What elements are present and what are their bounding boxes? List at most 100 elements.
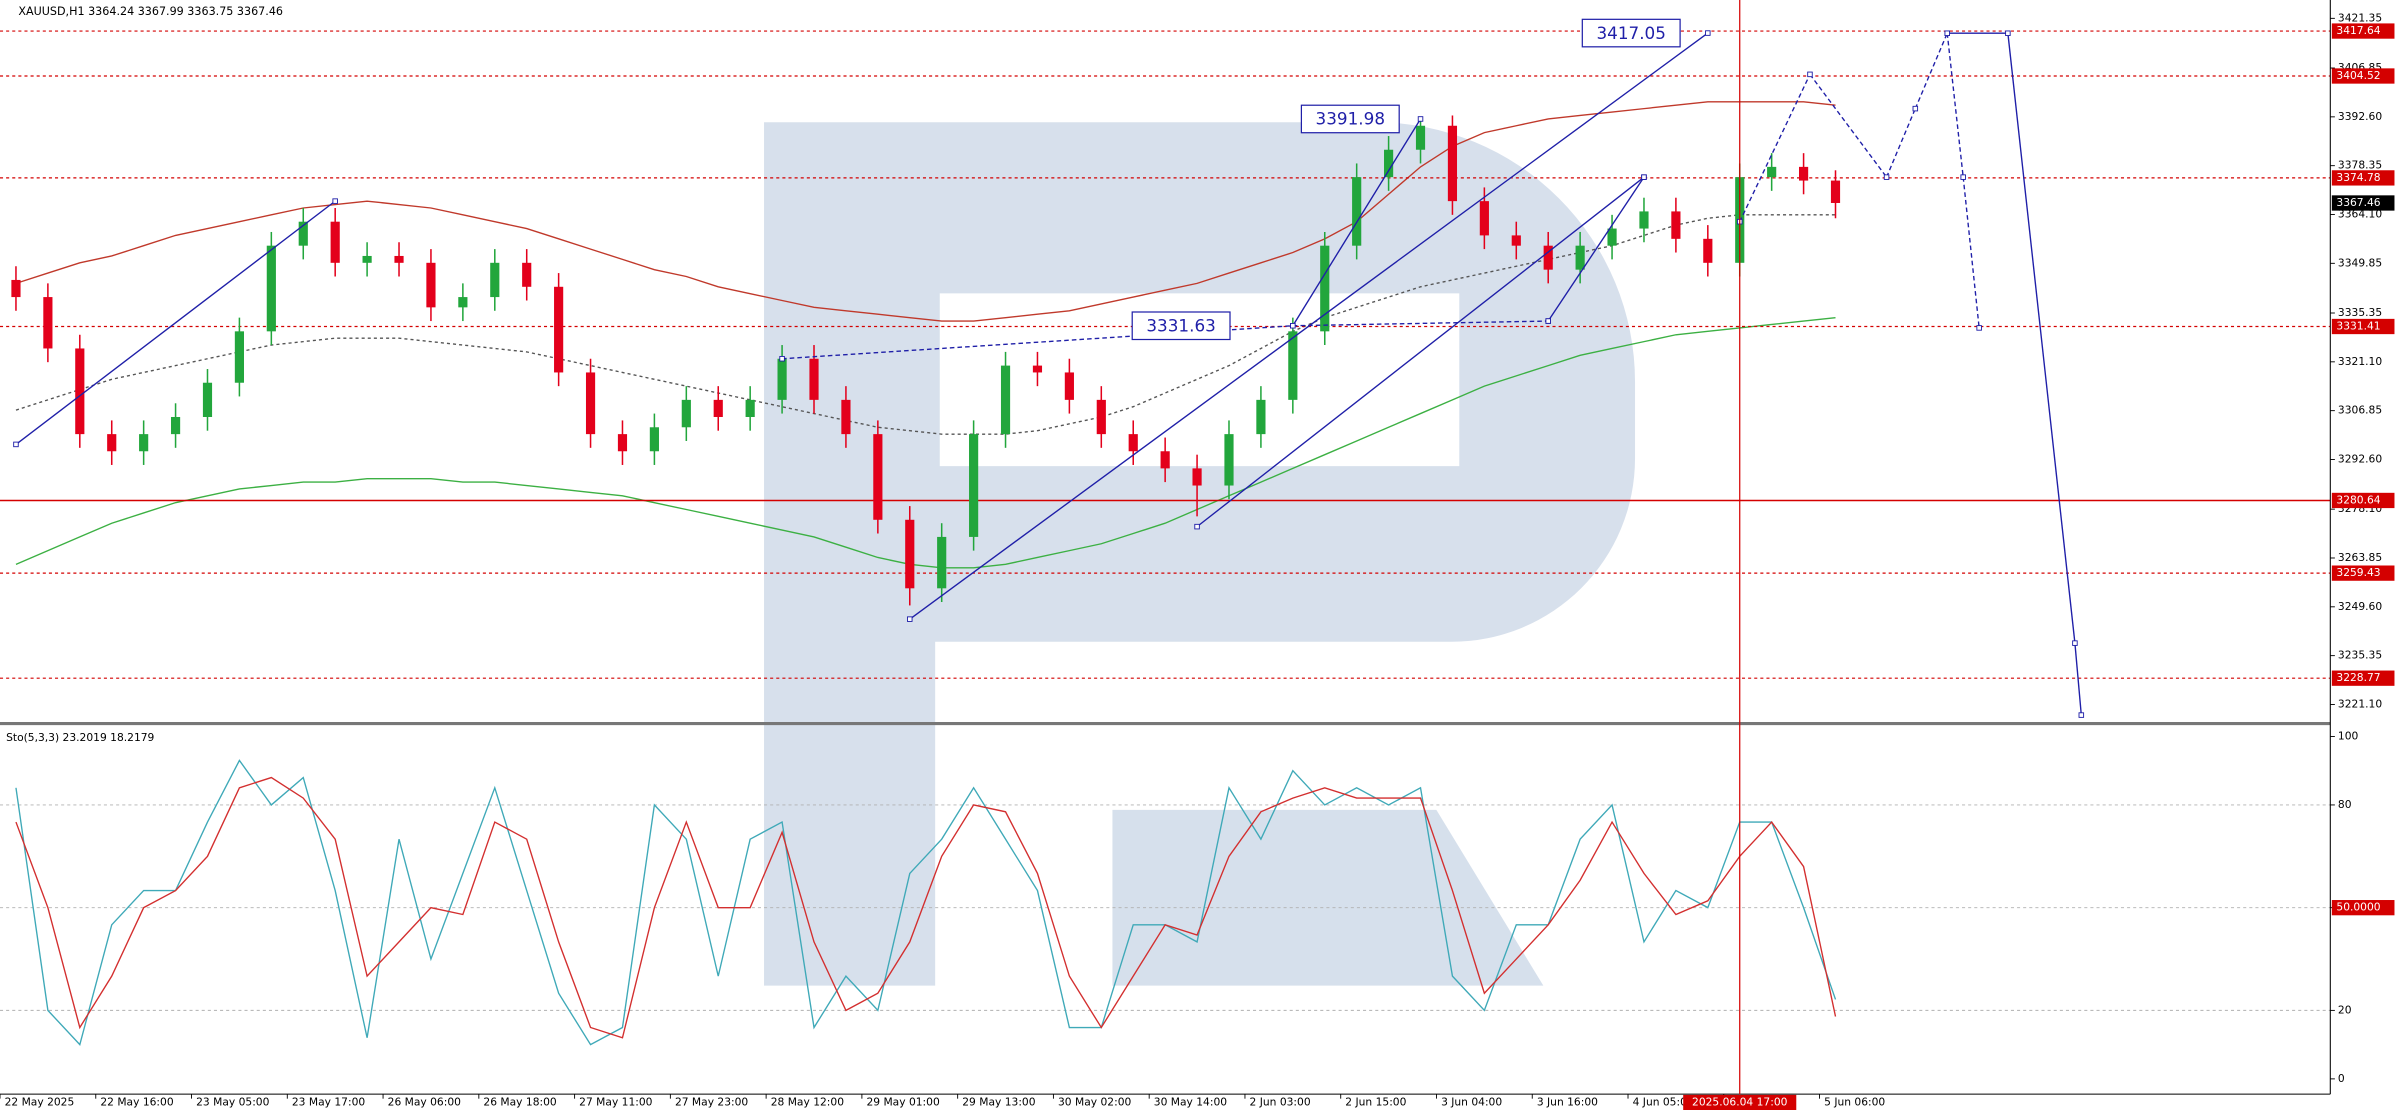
level-label: 3404.52	[2336, 69, 2380, 82]
candle-body	[362, 255, 372, 263]
candle-body	[713, 399, 723, 417]
level-label-box	[2331, 492, 2395, 509]
candle-body	[1224, 434, 1234, 486]
candle-body	[1639, 211, 1649, 229]
last-price-label: 3367.46	[2336, 196, 2380, 209]
candle-body	[234, 331, 244, 383]
x-tick-label: 29 May 01:00	[866, 1096, 939, 1109]
candle-body	[1767, 166, 1777, 178]
x-tick-label: 26 May 18:00	[483, 1096, 556, 1109]
annotation-box	[1131, 311, 1231, 341]
wave-segment	[2074, 643, 2082, 716]
candle-body	[1575, 245, 1585, 270]
wave-segment	[1809, 73, 1888, 178]
candle-body	[43, 297, 53, 349]
y-tick-label: 50.0000	[2336, 901, 2380, 914]
y-tick-label: 3321.10	[2338, 355, 2382, 368]
x-tick-label: 30 May 02:00	[1058, 1096, 1131, 1109]
x-tick-label: 29 May 13:00	[962, 1096, 1035, 1109]
moving-average	[15, 101, 1836, 322]
candle-body	[873, 434, 883, 520]
candle-body	[745, 399, 755, 417]
candle-body	[1128, 434, 1138, 452]
y-tick-label: 0	[2338, 1072, 2345, 1085]
candle-body	[1320, 245, 1330, 332]
wave-point	[1944, 30, 1950, 36]
level-label: 3331.41	[2336, 320, 2380, 333]
axes: 3421.353406.853392.603378.353364.103349.…	[0, 11, 2395, 1110]
level-label-box	[2331, 23, 2395, 39]
candle-body	[937, 536, 947, 589]
y-tick-label: 100	[2338, 729, 2359, 742]
candle-body	[1671, 211, 1681, 239]
x-tick-label: 23 May 17:00	[292, 1096, 365, 1109]
level-label-box	[2331, 565, 2395, 581]
annotation-box	[1581, 18, 1681, 48]
x-tick-label: 26 May 06:00	[388, 1096, 461, 1109]
wave-segment	[1196, 176, 1645, 528]
wave-segment	[1946, 33, 1964, 178]
y-tick-label: 3263.85	[2338, 551, 2382, 564]
wave-point	[1545, 318, 1551, 324]
candle-body	[1415, 125, 1426, 150]
y-tick-label: 3421.35	[2338, 11, 2382, 24]
candle-body	[1830, 180, 1841, 203]
candle-body	[969, 434, 979, 537]
wave-point	[1807, 71, 1813, 78]
level-label: 3417.64	[2336, 24, 2380, 37]
candle-body	[490, 262, 500, 298]
level-label: 3228.77	[2336, 671, 2380, 684]
wave-point	[1912, 105, 1919, 112]
x-tick-label: 4 Jun 05:00	[1633, 1096, 1694, 1109]
candle-body	[649, 427, 659, 452]
y-tick-label: 80	[2338, 798, 2352, 811]
candle-body	[777, 358, 787, 400]
candle-body	[458, 297, 468, 308]
candle-body	[394, 255, 404, 263]
wave-segment	[1885, 108, 1916, 178]
wave-point	[1290, 322, 1296, 329]
candle-body	[1352, 177, 1362, 246]
candle-body	[11, 279, 21, 298]
price-panel: 3417.05 3391.98 3331.63	[0, 18, 2331, 718]
wave-segment	[1547, 176, 1645, 322]
wave-point	[1194, 523, 1200, 530]
candle-body	[681, 399, 691, 428]
wave-segment	[1914, 32, 1948, 109]
y-tick-label: 3306.85	[2338, 404, 2382, 417]
chart-title: XAUUSD,H1 3364.24 3367.99 3363.75 3367.4…	[18, 5, 283, 18]
wave-point	[2005, 30, 2011, 36]
candle-body	[1798, 166, 1809, 181]
moving-average	[15, 316, 1836, 569]
wave-point	[1641, 174, 1647, 180]
x-tick-label: 22 May 16:00	[100, 1096, 173, 1109]
candle-body	[170, 416, 181, 435]
candle-body	[1447, 125, 1458, 202]
candle-body	[1543, 245, 1553, 270]
y-tick-label: 3235.35	[2338, 649, 2382, 662]
candle-body	[1032, 365, 1043, 373]
wave-point	[1705, 30, 1711, 36]
wave-segment	[2007, 33, 2076, 644]
wave-segment	[1292, 118, 1422, 327]
x-tick-label: 23 May 05:00	[196, 1096, 269, 1109]
candle-body	[330, 221, 340, 263]
wave-point	[1417, 116, 1424, 122]
candle-body	[1607, 228, 1617, 246]
level-label-box	[2331, 68, 2395, 84]
wave-segment	[1962, 177, 1980, 328]
candle-body	[139, 434, 149, 452]
candle-body	[841, 399, 851, 435]
y-tick-label: 3221.10	[2338, 697, 2382, 710]
moving-average	[15, 214, 1836, 435]
wave-point	[2078, 712, 2085, 718]
x-tick-label: 30 May 14:00	[1154, 1096, 1227, 1109]
level-label-box	[2331, 670, 2395, 686]
candle-body	[298, 221, 308, 246]
wave-segment	[1292, 320, 1549, 327]
candle-body	[1479, 201, 1489, 236]
wave-point	[779, 355, 785, 362]
x-tick-label: 2 Jun 03:00	[1250, 1096, 1311, 1109]
